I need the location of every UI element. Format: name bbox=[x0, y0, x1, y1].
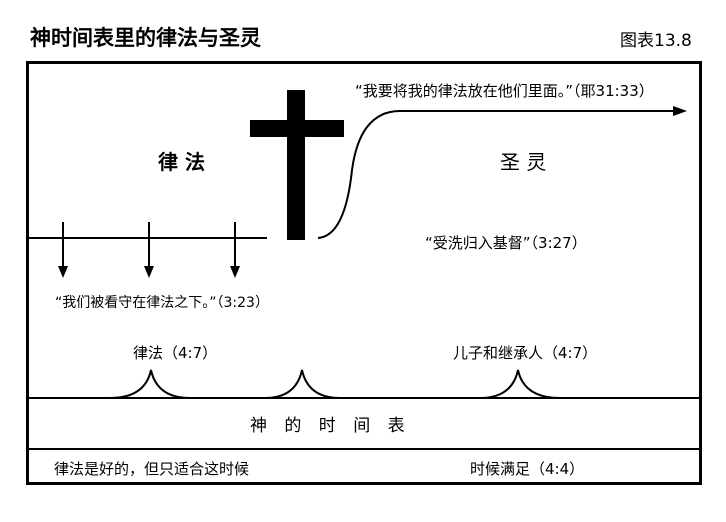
figure-label: 图表13.8 bbox=[620, 31, 692, 51]
quote-guarded: “我们被看守在律法之下。”（3:23） bbox=[55, 295, 269, 311]
quote-jeremiah: “我要将我的律法放在他们里面。”（耶31:33） bbox=[355, 82, 654, 100]
cross-bar bbox=[250, 120, 344, 137]
spirit-heading: 圣 灵 bbox=[500, 150, 547, 174]
frame bbox=[26, 61, 702, 485]
brace-label-heirs: 儿子和继承人（4:7） bbox=[453, 344, 598, 362]
bottom-left-note: 律法是好的，但只适合这时候 bbox=[54, 460, 250, 478]
bottom-right-note: 时候满足（4:4） bbox=[470, 460, 585, 478]
cross-vertical bbox=[287, 90, 305, 240]
timeline-label: 神 的 时 间 表 bbox=[250, 416, 411, 436]
brace bbox=[27, 369, 701, 399]
arrowheads bbox=[58, 106, 687, 278]
page-title: 神时间表里的律法与圣灵 bbox=[30, 26, 261, 50]
brace-label-law: 律法（4:7） bbox=[133, 344, 218, 362]
down-arrows bbox=[62, 222, 236, 270]
quote-baptized: “受洗归入基督”（3:27） bbox=[425, 234, 587, 252]
law-heading: 律 法 bbox=[158, 150, 205, 174]
spirit-arrow bbox=[317, 110, 675, 239]
